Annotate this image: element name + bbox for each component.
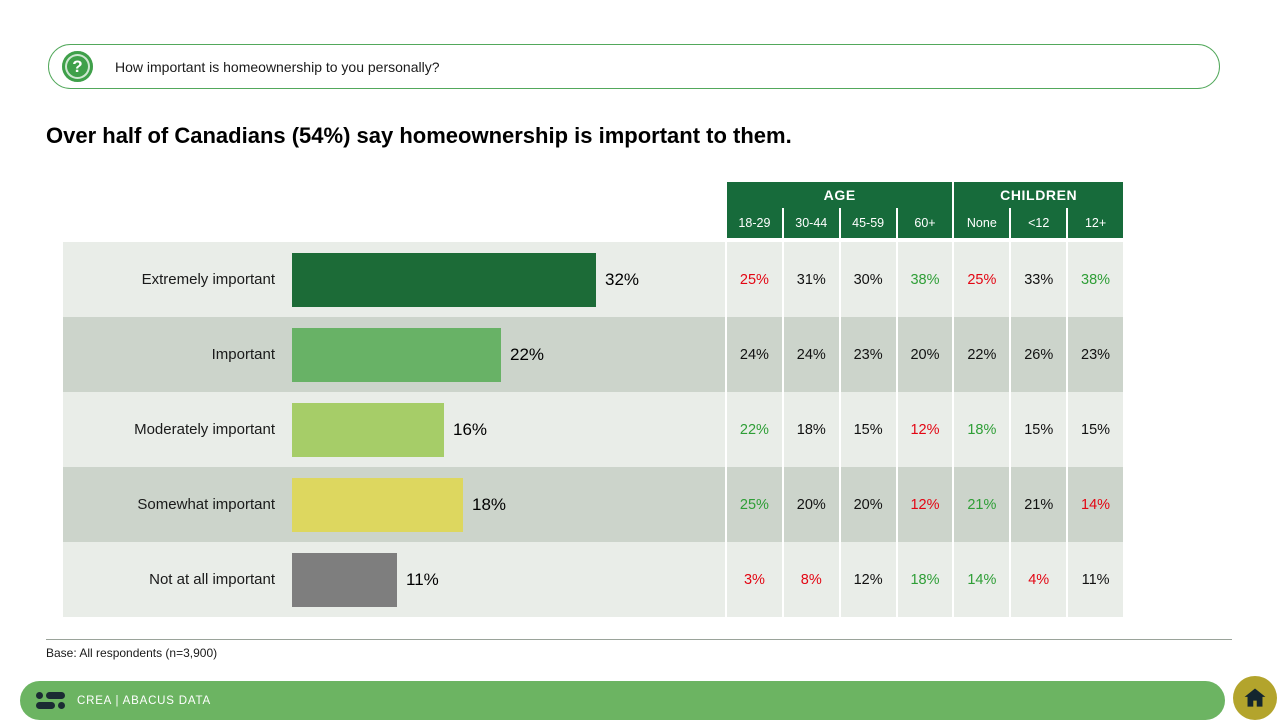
table-row: Important 22% 24% 24% 23% 20% 22% 26% 23… — [63, 317, 1123, 392]
stat-cell: 38% — [1068, 242, 1123, 317]
table-row: Moderately important 16% 22% 18% 15% 12%… — [63, 392, 1123, 467]
stat-cell: 14% — [954, 542, 1010, 617]
stat-cell: 24% — [727, 317, 782, 392]
stat-cell: 31% — [783, 242, 839, 317]
brand-text: CREA | ABACUS DATA — [77, 694, 211, 707]
stat-cell: 24% — [783, 317, 839, 392]
stat-cell: 3% — [727, 542, 782, 617]
stat-cell: 22% — [727, 392, 782, 467]
stat-cell: 15% — [840, 392, 896, 467]
question-icon: ? — [62, 51, 93, 82]
bar-somewhat-important — [292, 477, 463, 532]
question-text: How important is homeownership to you pe… — [115, 58, 440, 75]
divider — [46, 639, 1232, 640]
chart-row-extremely-important: Extremely important 32% — [63, 242, 725, 317]
bar-value: 32% — [605, 269, 640, 289]
stat-cell: 30% — [840, 242, 896, 317]
home-icon — [1244, 688, 1266, 707]
stat-cell: 15% — [1068, 392, 1123, 467]
stat-cell: 8% — [783, 542, 839, 617]
chart-row-somewhat-important: Somewhat important 18% — [63, 467, 725, 542]
column-header-60plus: 60+ — [897, 208, 953, 238]
bar-value: 11% — [406, 569, 439, 589]
row-label: Extremely important — [141, 271, 275, 288]
group-header-children: CHILDREN — [954, 182, 1123, 208]
row-cells: 3% 8% 12% 18% 14% 4% 11% — [727, 542, 1123, 617]
group-header-row: AGE CHILDREN — [727, 182, 1123, 208]
bar-not-at-all-important — [292, 552, 397, 607]
stat-cell: 12% — [897, 392, 953, 467]
stat-cell: 12% — [897, 467, 953, 542]
row-label: Moderately important — [134, 421, 275, 438]
table-body: Extremely important 32% 25% 31% 30% 38% … — [63, 242, 1123, 617]
stat-cell: 20% — [840, 467, 896, 542]
chart-row-not-at-all-important: Not at all important 11% — [63, 542, 725, 617]
stat-cell: 21% — [954, 467, 1010, 542]
table-row: Somewhat important 18% 25% 20% 20% 12% 2… — [63, 467, 1123, 542]
logo-dot — [58, 702, 65, 709]
stat-cell: 18% — [783, 392, 839, 467]
stat-cell: 14% — [1068, 467, 1123, 542]
column-header-30-44: 30-44 — [783, 208, 839, 238]
row-cells: 25% 31% 30% 38% 25% 33% 38% — [727, 242, 1123, 317]
stat-cell: 26% — [1011, 317, 1067, 392]
base-note: Base: All respondents (n=3,900) — [46, 646, 218, 660]
group-header-age: AGE — [727, 182, 953, 208]
stat-cell: 33% — [1011, 242, 1067, 317]
row-label: Not at all important — [149, 571, 275, 588]
stat-cell: 25% — [727, 242, 782, 317]
bar-value: 16% — [453, 419, 488, 439]
row-label: Somewhat important — [137, 496, 275, 513]
column-header-12plus: 12+ — [1068, 208, 1123, 238]
bar-important — [292, 327, 501, 382]
logo-row — [36, 692, 65, 699]
chart-row-moderately-important: Moderately important 16% — [63, 392, 725, 467]
stat-cell: 23% — [840, 317, 896, 392]
stat-cell: 11% — [1068, 542, 1123, 617]
logo-dot — [36, 692, 43, 699]
home-button[interactable] — [1233, 676, 1277, 720]
stat-cell: 21% — [1011, 467, 1067, 542]
logo-bar — [36, 702, 55, 709]
bar-extremely-important — [292, 252, 596, 307]
logo-row — [36, 702, 65, 709]
bar-value: 22% — [510, 344, 545, 364]
stat-cell: 12% — [840, 542, 896, 617]
column-header-45-59: 45-59 — [840, 208, 896, 238]
row-cells: 25% 20% 20% 12% 21% 21% 14% — [727, 467, 1123, 542]
stat-cell: 23% — [1068, 317, 1123, 392]
stat-cell: 20% — [897, 317, 953, 392]
stat-cell: 25% — [954, 242, 1010, 317]
column-header-under12: <12 — [1011, 208, 1067, 238]
row-cells: 22% 18% 15% 12% 18% 15% 15% — [727, 392, 1123, 467]
bar-value: 18% — [472, 494, 507, 514]
table-row: Not at all important 11% 3% 8% 12% 18% 1… — [63, 542, 1123, 617]
stat-cell: 25% — [727, 467, 782, 542]
bar-moderately-important — [292, 402, 444, 457]
table-header: AGE CHILDREN 18-29 30-44 45-59 60+ None … — [727, 182, 1123, 238]
stat-cell: 38% — [897, 242, 953, 317]
stat-cell: 4% — [1011, 542, 1067, 617]
crosstab-chart: AGE CHILDREN 18-29 30-44 45-59 60+ None … — [63, 182, 1123, 617]
stat-cell: 20% — [783, 467, 839, 542]
row-cells: 24% 24% 23% 20% 22% 26% 23% — [727, 317, 1123, 392]
page-title: Over half of Canadians (54%) say homeown… — [46, 123, 792, 148]
stat-cell: 18% — [954, 392, 1010, 467]
crea-logo — [36, 692, 65, 709]
logo-bar — [46, 692, 65, 699]
row-label: Important — [211, 346, 275, 363]
chart-row-important: Important 22% — [63, 317, 725, 392]
question-banner: ? How important is homeownership to you … — [48, 44, 1220, 89]
footer-bar: CREA | ABACUS DATA — [20, 681, 1225, 720]
stat-cell: 22% — [954, 317, 1010, 392]
table-row: Extremely important 32% 25% 31% 30% 38% … — [63, 242, 1123, 317]
stat-cell: 18% — [897, 542, 953, 617]
column-header-row: 18-29 30-44 45-59 60+ None <12 12+ — [727, 208, 1123, 238]
column-header-18-29: 18-29 — [727, 208, 782, 238]
stat-cell: 15% — [1011, 392, 1067, 467]
column-header-none: None — [954, 208, 1010, 238]
